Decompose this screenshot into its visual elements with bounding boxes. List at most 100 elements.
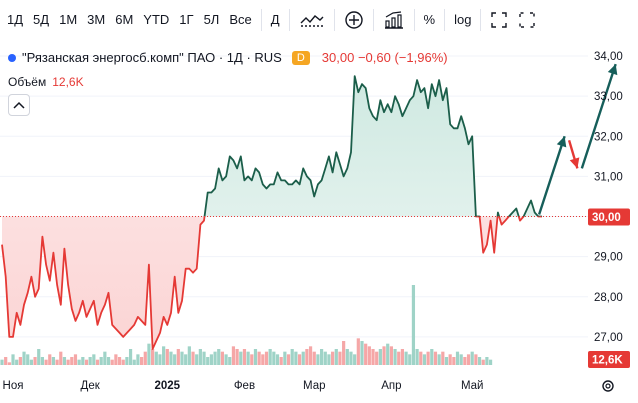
- volume-bar-100: [367, 346, 371, 365]
- volume-bar-37: [136, 354, 140, 365]
- volume-bar-94: [345, 349, 349, 365]
- fullscreen-button[interactable]: [485, 6, 513, 34]
- volume-bar-38: [139, 357, 144, 365]
- forecast-arrowhead-0: [556, 136, 567, 148]
- volume-bar-110: [404, 351, 408, 365]
- range-button-0[interactable]: 1Д: [7, 12, 24, 27]
- volume-bar-42: [154, 351, 158, 365]
- interval-badge[interactable]: D: [291, 50, 310, 65]
- volume-bar-97: [356, 338, 360, 365]
- volume-bar-130: [477, 357, 482, 365]
- volume-bar-74: [272, 351, 276, 365]
- volume-bar-1: [4, 357, 8, 365]
- volume-bar-31: [114, 354, 118, 365]
- volume-bar-28: [103, 351, 107, 365]
- volume-bar-101: [371, 349, 375, 365]
- range-button-4[interactable]: 6М: [115, 12, 134, 27]
- price-chart[interactable]: 27,00 28,00 29,00 31,00 32,00 33,00 34,00 30,00…: [0, 40, 638, 403]
- chevron-up-icon: [13, 101, 25, 109]
- volume-bar-132: [485, 357, 489, 365]
- volume-bar-126: [463, 357, 467, 365]
- range-button-6[interactable]: 1Г: [179, 12, 194, 27]
- volume-bar-60: [220, 351, 225, 365]
- volume-bar-3: [11, 354, 15, 365]
- volume-bar-125: [459, 354, 463, 365]
- last-price-tag: [588, 208, 630, 226]
- volume-bar-35: [128, 349, 133, 365]
- volume-bar-83: [305, 349, 309, 365]
- price-line-above: [203, 75, 542, 217]
- volume-bar-105: [386, 343, 390, 365]
- y-tick-label-2: 29,00: [594, 252, 623, 264]
- volume-bar-114: [419, 351, 423, 365]
- screenshot-button[interactable]: [513, 6, 541, 34]
- volume-bar-79: [290, 349, 294, 365]
- last-price-tag-label: 30,00: [592, 212, 621, 224]
- x-tick-label-2: 2025: [155, 380, 181, 392]
- range-button-7[interactable]: 5Л: [203, 12, 220, 27]
- camera-icon: [518, 11, 536, 29]
- volume-bar-95: [349, 351, 353, 365]
- volume-bar-12: [44, 359, 48, 365]
- symbol-title: "Рязанская энергосб.комп" ПАО · 1Д · RUS: [22, 50, 282, 65]
- volume-bar-70: [257, 351, 261, 365]
- compare-chart-button[interactable]: [378, 6, 410, 34]
- volume-bar-93: [342, 341, 346, 365]
- volume-bar-133: [488, 359, 493, 365]
- price-line-below: [1, 216, 542, 350]
- volume-bar-85: [312, 351, 316, 365]
- volume-bar-68: [250, 354, 254, 365]
- symbol-dot-icon: [8, 53, 16, 62]
- volume-bar-106: [389, 346, 393, 365]
- volume-bar-82: [301, 351, 305, 365]
- log-scale-button[interactable]: log: [454, 12, 472, 27]
- percent-scale-button[interactable]: %: [423, 12, 436, 27]
- volume-bar-118: [433, 351, 438, 365]
- volume-bar-64: [235, 349, 239, 365]
- volume-bar-103: [378, 349, 382, 365]
- volume-bar-98: [360, 341, 364, 365]
- interval-button[interactable]: Д: [270, 12, 280, 27]
- collapse-legend-button[interactable]: [8, 94, 30, 116]
- add-indicator-button[interactable]: [339, 6, 369, 34]
- volume-bar-8: [29, 359, 33, 365]
- volume-bar-88: [323, 351, 327, 365]
- x-tick-label-3: Фев: [234, 380, 255, 392]
- volume-bar-65: [239, 351, 243, 365]
- range-button-2[interactable]: 1М: [59, 12, 78, 27]
- y-tick-label-0: 27,00: [594, 332, 623, 344]
- range-button-1[interactable]: 5Д: [33, 12, 50, 27]
- volume-bar-91: [334, 349, 338, 365]
- volume-bar-54: [198, 349, 202, 365]
- x-tick-label-1: Дек: [81, 380, 101, 392]
- volume-bar-61: [224, 354, 228, 365]
- volume-bar-27: [99, 357, 103, 365]
- price-change: −0,60 (−1,96%): [357, 50, 448, 65]
- volume-bar-44: [162, 346, 166, 365]
- volume-bar-55: [202, 351, 206, 365]
- range-button-5[interactable]: YTD: [143, 12, 170, 27]
- volume-bar-6: [22, 351, 26, 365]
- volume-bar-5: [18, 357, 22, 365]
- volume-bar-56: [206, 357, 210, 365]
- volume-bar-49: [180, 351, 184, 365]
- range-button-3[interactable]: 3М: [87, 12, 106, 27]
- volume-bar-128: [470, 351, 474, 365]
- volume-bar-67: [246, 351, 250, 365]
- volume-bar-113: [415, 349, 419, 365]
- settings-gear-icon[interactable]: [602, 380, 614, 392]
- range-button-8[interactable]: Все: [229, 12, 252, 27]
- y-tick-label-6: 34,00: [594, 51, 623, 63]
- volume-bar-78: [286, 354, 291, 365]
- volume-bar-53: [195, 354, 199, 365]
- volume-bar-129: [474, 354, 478, 365]
- forecast-arrow-2: [580, 63, 617, 169]
- volume-bar-20: [73, 354, 78, 365]
- volume-bar-51: [187, 346, 191, 365]
- volume-bar-71: [261, 354, 265, 365]
- volume-bar-108: [397, 351, 401, 365]
- chart-type-button[interactable]: [294, 6, 330, 34]
- forecast-arrowhead-1: [569, 157, 580, 169]
- toolbar-separator: [480, 9, 482, 31]
- x-tick-label-0: Ноя: [3, 380, 24, 392]
